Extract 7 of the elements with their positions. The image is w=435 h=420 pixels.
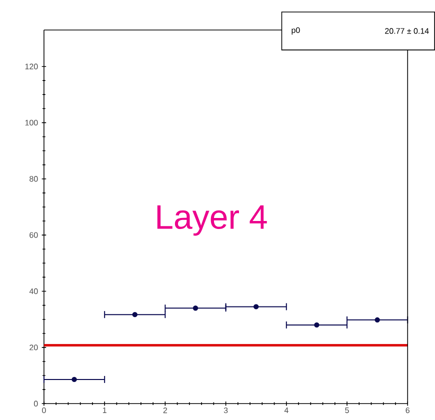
point bbox=[192, 306, 198, 311]
point bbox=[374, 317, 380, 323]
point bbox=[254, 304, 259, 310]
point bbox=[132, 312, 138, 318]
point bbox=[314, 322, 320, 328]
annotation: Layer 4 bbox=[157, 206, 267, 236]
point bbox=[72, 377, 77, 382]
